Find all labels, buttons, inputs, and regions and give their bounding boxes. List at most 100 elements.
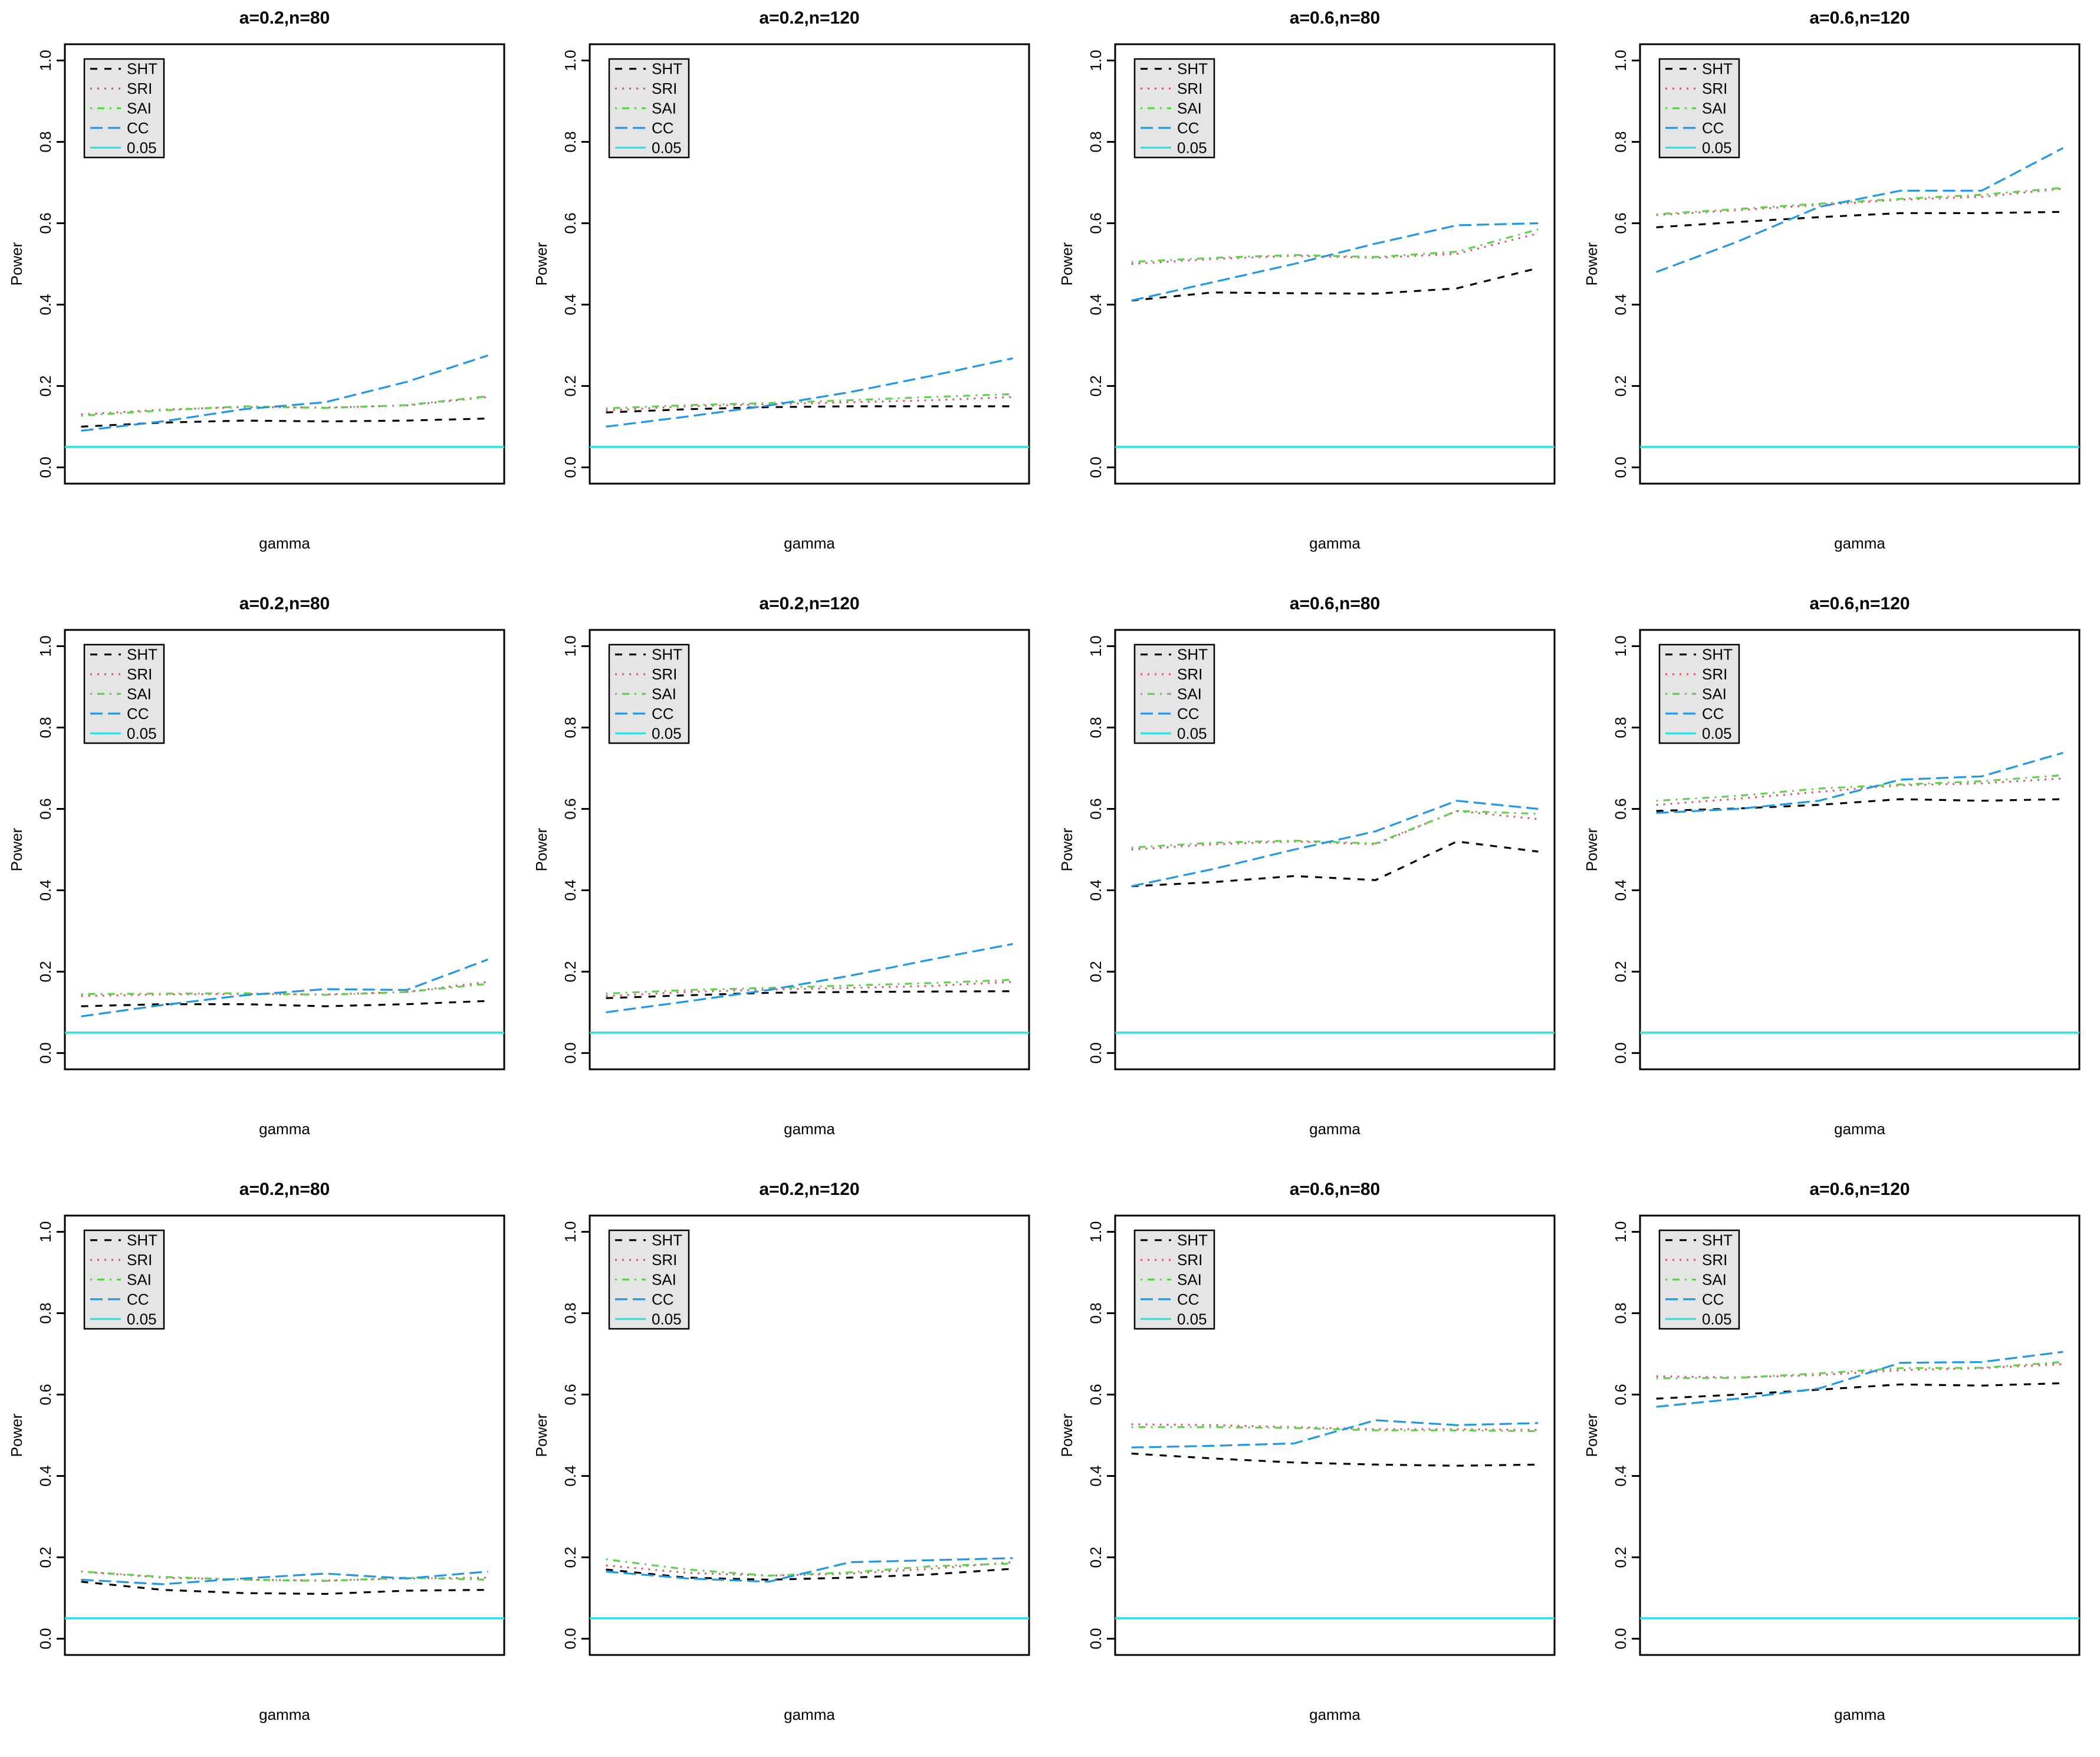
- x-axis-label: gamma: [259, 1706, 310, 1723]
- panel-title: a=0.2,n=80: [239, 8, 330, 28]
- series-SHT: [1130, 267, 1539, 302]
- legend-label-CC: CC: [1177, 705, 1199, 722]
- series-SAI: [1131, 1426, 1538, 1433]
- y-tick-label: 0.4: [1612, 879, 1629, 901]
- legend-label-0.05: 0.05: [652, 1310, 682, 1328]
- y-tick-label: 0.2: [37, 375, 54, 396]
- plot-svg: a=0.6,n=80 0.0 0.2 0.4 0.6 0.8 1.0 Power gamma SH…: [1058, 1180, 1555, 1723]
- y-tick-label: 0.2: [1087, 375, 1105, 396]
- y-tick-label: 0.0: [1087, 1042, 1105, 1063]
- y-tick-label: 0.2: [37, 1546, 54, 1568]
- panel-1-a-0.2-n-80: a=0.2,n=80 0.0 0.2 0.4 0.6 0.8 1.0 Power gamma SH…: [0, 0, 525, 586]
- plot-box: [589, 43, 1030, 485]
- legend-label-0.05: 0.05: [1177, 1310, 1207, 1328]
- series-CC: [1656, 751, 2063, 814]
- plot-svg: a=0.2,n=80 0.0 0.2 0.4 0.6 0.8 1.0 Power gamma SH…: [8, 8, 505, 552]
- y-tick-label: 0.8: [37, 717, 54, 738]
- legend-label-0.05: 0.05: [127, 139, 157, 156]
- y-axis-label: Power: [1583, 827, 1601, 871]
- legend-label-CC: CC: [652, 1290, 674, 1308]
- panel-title: a=0.6,n=120: [1809, 594, 1910, 613]
- series-SHT: [1656, 798, 2063, 812]
- y-tick-label: 1.0: [1612, 636, 1629, 657]
- y-tick-label: 0.8: [37, 1302, 54, 1324]
- legend-label-SRI: SRI: [1177, 665, 1202, 683]
- plot-box: [1114, 1214, 1555, 1656]
- legend-label-SAI: SAI: [1702, 1271, 1727, 1289]
- y-tick-label: 1.0: [37, 1221, 54, 1243]
- plot-box: [64, 629, 505, 1070]
- plot-box: [589, 629, 1030, 1070]
- plot-box: [1114, 43, 1555, 485]
- plot-box: [1639, 1214, 2081, 1656]
- series-CC: [81, 958, 488, 1017]
- y-tick-label: 1.0: [1087, 1221, 1105, 1243]
- legend-label-SHT: SHT: [652, 1231, 682, 1249]
- y-tick-label: 0.0: [561, 1628, 579, 1649]
- series-CC: [1131, 1419, 1538, 1449]
- y-tick-label: 0.0: [1612, 1042, 1629, 1063]
- y-tick-label: 0.8: [37, 131, 54, 152]
- legend-label-SHT: SHT: [652, 646, 682, 664]
- x-axis-label: gamma: [259, 534, 310, 552]
- x-axis-label: gamma: [1309, 1706, 1360, 1723]
- plot-box: [1114, 629, 1555, 1070]
- y-tick-label: 0.2: [561, 375, 579, 396]
- panel-8-a-0.6-n-120: a=0.6,n=120 0.0 0.2 0.4 0.6 0.8 1.0 Power gamma S…: [1575, 586, 2100, 1171]
- panel-6-a-0.2-n-120: a=0.2,n=120 0.0 0.2 0.4 0.6 0.8 1.0 Power gamma S…: [525, 586, 1050, 1171]
- legend-label-SRI: SRI: [1177, 1251, 1202, 1269]
- legend-label-SHT: SHT: [652, 60, 682, 78]
- legend-label-SHT: SHT: [1177, 60, 1208, 78]
- series-SHT: [1656, 1382, 2063, 1400]
- legend-label-SHT: SHT: [1702, 60, 1733, 78]
- y-tick-label: 0.4: [561, 294, 579, 315]
- series-SRI: [1656, 777, 2063, 806]
- y-tick-label: 0.6: [1087, 212, 1105, 234]
- series-SRI: [1131, 232, 1539, 265]
- series-SAI: [81, 983, 488, 996]
- series-SAI: [606, 1558, 1013, 1577]
- series-CC: [606, 942, 1013, 1013]
- y-tick-label: 0.8: [1087, 717, 1105, 738]
- legend-label-CC: CC: [652, 705, 674, 722]
- y-tick-label: 0.8: [561, 131, 579, 152]
- legend-label-SRI: SRI: [652, 80, 677, 97]
- y-tick-label: 1.0: [1087, 50, 1105, 71]
- plot-svg: a=0.6,n=120 0.0 0.2 0.4 0.6 0.8 1.0 Power gamma S…: [1583, 1180, 2081, 1723]
- legend-label-0.05: 0.05: [1702, 724, 1732, 742]
- plot-svg: a=0.2,n=80 0.0 0.2 0.4 0.6 0.8 1.0 Power gamma SH…: [8, 1180, 505, 1723]
- plot-svg: a=0.6,n=120 0.0 0.2 0.4 0.6 0.8 1.0 Power gamma S…: [1583, 8, 2081, 552]
- y-tick-label: 1.0: [561, 1221, 579, 1243]
- panel-title: a=0.2,n=120: [760, 8, 860, 28]
- y-tick-label: 0.0: [561, 457, 579, 478]
- y-tick-label: 0.2: [1612, 961, 1629, 982]
- y-tick-label: 0.0: [1612, 457, 1629, 478]
- plot-svg: a=0.2,n=120 0.0 0.2 0.4 0.6 0.8 1.0 Power gamma S…: [533, 594, 1030, 1138]
- legend-label-SRI: SRI: [1702, 665, 1727, 683]
- series-SAI: [81, 395, 488, 417]
- y-tick-label: 1.0: [1612, 50, 1629, 71]
- y-axis-label: Power: [8, 827, 25, 871]
- y-tick-label: 0.0: [1612, 1628, 1629, 1649]
- legend-label-CC: CC: [1177, 1290, 1199, 1308]
- legend-label-SRI: SRI: [127, 665, 152, 683]
- y-axis-label: Power: [1583, 1413, 1601, 1457]
- plot-svg: a=0.2,n=120 0.0 0.2 0.4 0.6 0.8 1.0 Power gamma S…: [533, 1180, 1030, 1723]
- y-axis-label: Power: [1058, 827, 1076, 871]
- y-tick-label: 0.0: [37, 457, 54, 478]
- legend-label-CC: CC: [127, 119, 149, 137]
- series-CC: [81, 1571, 488, 1585]
- panel-7-a-0.6-n-80: a=0.6,n=80 0.0 0.2 0.4 0.6 0.8 1.0 Power gamma SH…: [1050, 586, 1575, 1171]
- y-tick-label: 0.0: [1087, 1628, 1105, 1649]
- y-tick-label: 0.4: [1612, 1465, 1629, 1486]
- y-tick-label: 0.8: [561, 717, 579, 738]
- plot-box: [1639, 629, 2081, 1070]
- legend-label-0.05: 0.05: [1177, 139, 1207, 156]
- series-SHT: [1656, 211, 2063, 228]
- y-tick-label: 1.0: [37, 636, 54, 657]
- y-tick-label: 0.6: [1087, 1384, 1105, 1405]
- legend-label-SAI: SAI: [1177, 685, 1202, 703]
- y-tick-label: 0.6: [561, 798, 579, 819]
- series-SHT: [1131, 840, 1539, 888]
- y-tick-label: 0.0: [561, 1042, 579, 1063]
